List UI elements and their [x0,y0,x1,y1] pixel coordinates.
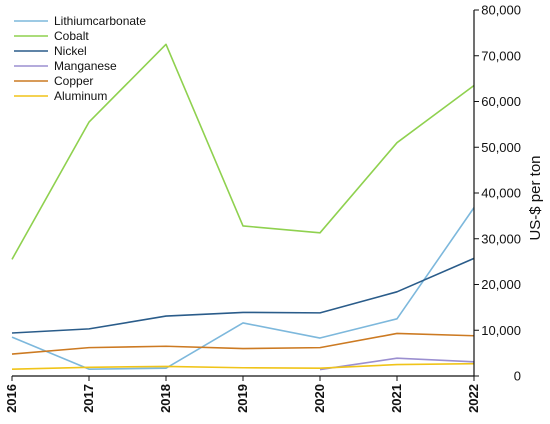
x-tick-label: 2022 [466,384,481,413]
x-tick-label: 2019 [235,384,250,413]
x-tick-label: 2021 [389,384,404,413]
series-lines [11,43,475,371]
y-tick-label: 30,000 [481,231,521,246]
y-tick-label: 20,000 [481,277,521,292]
legend-label: Aluminum [54,89,107,103]
legend-label: Cobalt [54,29,89,43]
legend: LithiumcarbonateCobaltNickelManganeseCop… [14,14,146,103]
y-tick-label: 80,000 [481,3,521,18]
x-tick-label: 2018 [158,384,173,413]
y-axis-title: US-$ per ton [527,155,544,240]
y-tick-label: 10,000 [481,323,521,338]
x-tick-label: 2017 [81,384,96,413]
series-line-copper [11,332,475,355]
x-axis-ticks: 2016 2017 2018 2019 2020 2021 2022 [4,376,481,413]
legend-label: Nickel [54,44,87,58]
legend-label: Lithiumcarbonate [54,14,146,28]
y-axis-ticks: 0 10,000 20,000 30,000 40,000 50,000 60,000 70,… [474,3,521,384]
y-tick-label: 40,000 [481,186,521,201]
series-line-nickel [11,257,475,334]
series-line-cobalt [11,43,475,260]
y-tick-label: 70,000 [481,48,521,63]
y-tick-label: 60,000 [481,94,521,109]
series-line-lithiumcarbonate [11,207,475,370]
x-tick-label: 2020 [312,384,327,413]
x-tick-label: 2016 [4,384,19,413]
y-tick-label: 50,000 [481,140,521,155]
series-line-aluminum [11,362,475,370]
series-line-manganese [319,357,475,371]
legend-label: Manganese [54,59,117,73]
legend-label: Copper [54,74,93,88]
y-tick-label: 0 [514,369,521,384]
